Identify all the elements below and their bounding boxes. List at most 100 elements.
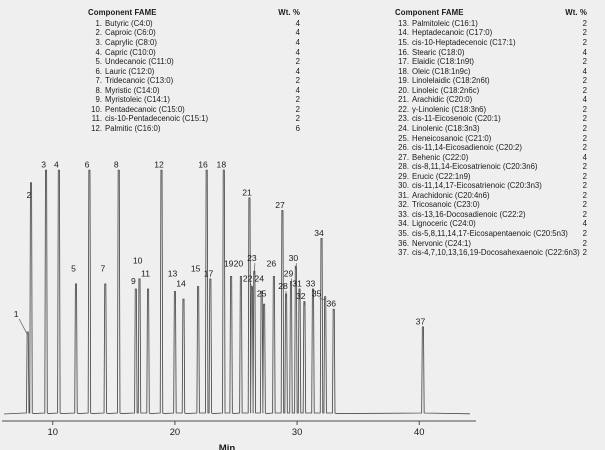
table-row: 3. Caprylic (C8:0) 4 bbox=[88, 38, 324, 48]
chromatogram-plot: 1 2 3 4 5 6 7 8 9 10 11 12 13 14 15 16 17 18 19 20 21 22 23 24 2… bbox=[0, 130, 605, 450]
x-tick-label-40: 40 bbox=[414, 426, 424, 437]
row-weight-percent: 2 bbox=[582, 114, 587, 124]
peak-label-14: 14 bbox=[176, 279, 186, 289]
row-index: 34. bbox=[398, 219, 409, 229]
column-header-component: Component FAME bbox=[88, 8, 157, 17]
row-index: 26. bbox=[398, 143, 409, 153]
row-weight-percent: 2 bbox=[582, 248, 587, 258]
row-index: 13. bbox=[398, 18, 409, 28]
table-row: 14. Heptadecanoic (C17:0) 2 bbox=[395, 28, 605, 38]
table-row: 27. Behenic (C22:0) 4 bbox=[395, 153, 605, 163]
peak-label-15: 15 bbox=[191, 263, 201, 273]
row-weight-percent: 2 bbox=[295, 76, 300, 86]
row-weight-percent: 2 bbox=[582, 171, 587, 181]
row-index: 1. bbox=[95, 18, 102, 28]
row-index: 7. bbox=[95, 76, 102, 86]
row-weight-percent: 2 bbox=[295, 57, 300, 67]
table-row: 32. Tricosanoic (C23:0) 2 bbox=[395, 200, 605, 210]
x-tick-label-30: 30 bbox=[292, 426, 302, 437]
table-header-left: Component FAME Wt. % bbox=[88, 8, 324, 18]
peak-label-32: 32 bbox=[296, 291, 306, 301]
row-weight-percent: 2 bbox=[582, 133, 587, 143]
table-body-left: 1. Butyric (C4:0) 4 2. Caproic (C6:0) 4 3. Capr… bbox=[88, 19, 324, 134]
table-row: 35. cis-5,8,11,14,17-Eicosapentaenoic (C2… bbox=[395, 229, 605, 239]
table-row: 7. Tridecanoic (C13:0) 2 bbox=[88, 76, 324, 86]
row-weight-percent: 4 bbox=[582, 66, 587, 76]
row-index: 17. bbox=[398, 57, 409, 67]
row-weight-percent: 2 bbox=[295, 114, 300, 124]
row-index: 5. bbox=[95, 57, 102, 67]
peak-label-33: 33 bbox=[306, 279, 316, 289]
row-weight-percent: 4 bbox=[295, 28, 300, 38]
peak-label-26: 26 bbox=[267, 258, 277, 268]
row-component-name: Palmitic (C16:0) bbox=[105, 123, 161, 133]
table-row: 10. Pentadecanoic (C15:0) 2 bbox=[88, 105, 324, 115]
row-component-name: Behenic (C22:0) bbox=[412, 152, 469, 162]
row-weight-percent: 4 bbox=[295, 85, 300, 95]
row-index: 37. bbox=[398, 248, 409, 258]
row-index: 20. bbox=[398, 85, 409, 95]
row-weight-percent: 2 bbox=[582, 104, 587, 114]
row-component-name: cis-11-Eicosenoic (C20:1) bbox=[412, 114, 501, 124]
column-header-wt: Wt. % bbox=[278, 8, 300, 17]
row-component-name: Arachidonic (C20:4n6) bbox=[412, 190, 490, 200]
row-weight-percent: 2 bbox=[582, 38, 587, 48]
peak-label-29: 29 bbox=[284, 268, 294, 278]
peak-leader-35 bbox=[319, 298, 326, 300]
row-weight-percent: 2 bbox=[295, 104, 300, 114]
table-row: 5. Undecanoic (C11:0) 2 bbox=[88, 57, 324, 67]
table-row: 9. Myristoleic (C14:1) 2 bbox=[88, 95, 324, 105]
row-weight-percent: 6 bbox=[295, 123, 300, 133]
x-axis: 10 20 30 40 Min bbox=[2, 420, 476, 450]
row-index: 35. bbox=[398, 228, 409, 238]
x-tick-label-20: 20 bbox=[170, 426, 180, 437]
row-component-name: Myristoleic (C14:1) bbox=[105, 95, 170, 105]
peak-label-3: 3 bbox=[41, 160, 46, 170]
row-index: 18. bbox=[398, 66, 409, 76]
row-component-name: Myristic (C14:0) bbox=[105, 85, 160, 95]
row-component-name: Heptadecanoic (C17:0) bbox=[412, 28, 493, 38]
peak-label-9: 9 bbox=[131, 276, 136, 286]
row-weight-percent: 2 bbox=[582, 162, 587, 172]
peak-label-21: 21 bbox=[242, 187, 252, 197]
table-row: 16. Stearic (C18:0) 4 bbox=[395, 48, 605, 58]
table-row: 36. Nervonic (C24:1) 2 bbox=[395, 239, 605, 249]
row-weight-percent: 2 bbox=[582, 85, 587, 95]
row-component-name: Caprylic (C8:0) bbox=[105, 38, 157, 48]
row-index: 19. bbox=[398, 76, 409, 86]
peak-label-24: 24 bbox=[254, 273, 264, 283]
row-weight-percent: 2 bbox=[582, 200, 587, 210]
row-index: 28. bbox=[398, 162, 409, 172]
peak-leader-33 bbox=[312, 288, 314, 293]
peak-leader-32 bbox=[303, 301, 305, 305]
peak-label-5: 5 bbox=[71, 263, 76, 273]
row-component-name: Capric (C10:0) bbox=[105, 47, 156, 57]
table-row: 33. cis-13,16-Docosadienoic (C22:2) 2 bbox=[395, 210, 605, 220]
table-body-right: 13. Palmitoleic (C16:1) 2 14. Heptadecanoic … bbox=[395, 19, 605, 258]
table-row: 31. Arachidonic (C20:4n6) 2 bbox=[395, 191, 605, 201]
row-component-name: Caproic (C6:0) bbox=[105, 28, 156, 38]
row-weight-percent: 2 bbox=[582, 143, 587, 153]
row-component-name: cis-11,14,17-Eicosatrienoic (C20:3n3) bbox=[412, 181, 542, 191]
peak-label-7: 7 bbox=[100, 263, 105, 273]
table-row: 21. Arachidic (C20:0) 4 bbox=[395, 95, 605, 105]
component-table-left: Component FAME Wt. % 1. Butyric (C4:0) 4 2.… bbox=[88, 8, 324, 134]
component-table-right: Component FAME Wt. % 13. Palmitoleic (C16… bbox=[395, 8, 605, 258]
table-row: 17. Elaidic (C18:1n9t) 2 bbox=[395, 57, 605, 67]
row-index: 6. bbox=[95, 66, 102, 76]
peak-label-19: 19 bbox=[224, 258, 234, 268]
peak-label-27: 27 bbox=[275, 200, 285, 210]
row-component-name: Palmitoleic (C16:1) bbox=[412, 18, 478, 28]
row-weight-percent: 4 bbox=[582, 47, 587, 57]
peak-label-34: 34 bbox=[314, 228, 324, 238]
row-component-name: cis-13,16-Docosadienoic (C22:2) bbox=[412, 209, 526, 219]
row-weight-percent: 2 bbox=[582, 76, 587, 86]
peak-label-31: 31 bbox=[292, 279, 302, 289]
peak-leader-30 bbox=[295, 263, 297, 270]
row-weight-percent: 4 bbox=[295, 18, 300, 28]
row-weight-percent: 2 bbox=[295, 95, 300, 105]
row-component-name: Linolelaidic (C18:2n6t) bbox=[412, 76, 490, 86]
row-index: 11. bbox=[91, 114, 102, 124]
trace-layer bbox=[3, 169, 471, 415]
row-weight-percent: 2 bbox=[582, 238, 587, 248]
